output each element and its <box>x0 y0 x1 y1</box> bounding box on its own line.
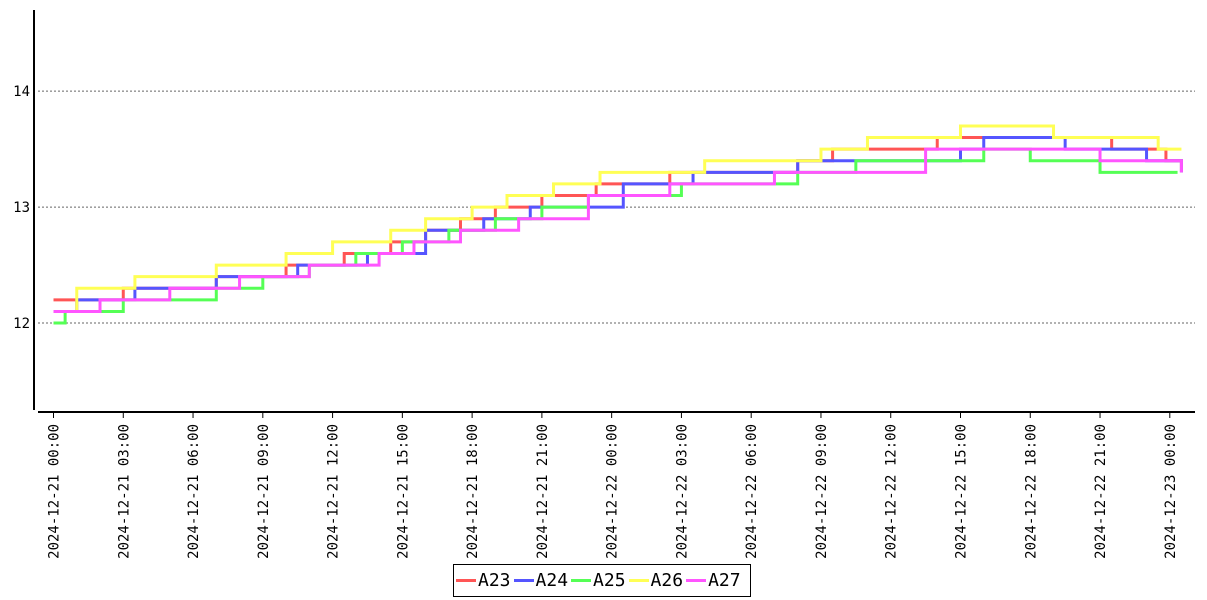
series-line-A24 <box>53 136 1183 313</box>
grid-layer <box>38 90 1195 324</box>
chart-svg: 12 13 14 2024-12-21 00:00 2024-12-21 03:00 20… <box>13 10 1195 559</box>
series-line-A26 <box>53 124 1182 313</box>
legend-swatch <box>686 579 707 582</box>
y-tick-label: 14 <box>13 84 30 100</box>
y-tick-label: 13 <box>13 200 30 216</box>
legend-item-A26: A26 <box>628 570 687 591</box>
x-tick-label: 2024-12-22 18:00 <box>1023 424 1039 559</box>
x-tick-label: 2024-12-22 09:00 <box>814 424 830 559</box>
x-tick-label: 2024-12-23 00:00 <box>1163 424 1179 559</box>
x-tick-label: 2024-12-22 03:00 <box>674 424 690 559</box>
legend-label: A25 <box>593 570 626 591</box>
legend-swatch <box>456 579 476 582</box>
legend-label: A23 <box>478 570 511 591</box>
x-tick-label: 2024-12-21 09:00 <box>256 424 272 559</box>
legend-item-A25: A25 <box>571 570 629 591</box>
legend-label: A24 <box>535 570 569 591</box>
legend-item-A27: A27 <box>686 570 744 591</box>
x-tick-label: 2024-12-22 12:00 <box>884 424 900 559</box>
series-line-A25 <box>53 147 1178 325</box>
series-line-A27 <box>53 147 1183 313</box>
legend: A23 A24 A25 A26 A27 <box>453 564 751 597</box>
x-tick-label: 2024-12-21 06:00 <box>186 424 202 559</box>
x-tick-label: 2024-12-22 15:00 <box>953 424 969 559</box>
x-tick-label: 2024-12-21 21:00 <box>535 424 551 559</box>
legend-item-A23: A23 <box>456 570 514 591</box>
legend-label: A27 <box>708 570 741 591</box>
legend-label: A26 <box>650 570 684 591</box>
axis-layer: 12 13 14 2024-12-21 00:00 2024-12-21 03:00 20… <box>13 10 1195 559</box>
x-tick-label: 2024-12-22 21:00 <box>1093 424 1109 559</box>
x-tick-label: 2024-12-21 03:00 <box>116 424 132 559</box>
x-tick-label: 2024-12-21 18:00 <box>465 424 481 559</box>
legend-swatch <box>571 579 592 582</box>
x-tick-label: 2024-12-21 00:00 <box>47 424 63 559</box>
legend-item-A24: A24 <box>513 570 572 591</box>
x-tick-label: 2024-12-21 15:00 <box>395 424 411 559</box>
x-tick-label: 2024-12-22 06:00 <box>744 424 760 559</box>
series-layer <box>53 124 1183 325</box>
legend-swatch <box>628 579 649 582</box>
legend-swatch <box>513 579 534 582</box>
x-tick-label: 2024-12-21 12:00 <box>326 424 342 559</box>
x-tick-label: 2024-12-22 00:00 <box>605 424 621 559</box>
y-tick-label: 12 <box>13 316 30 332</box>
